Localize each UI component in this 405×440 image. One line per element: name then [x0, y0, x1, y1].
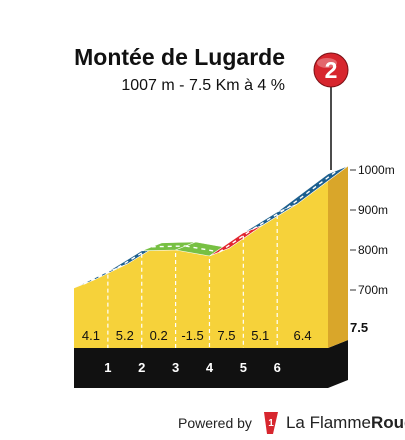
road-segment-7: [277, 165, 349, 213]
km-label-6: 6: [274, 360, 281, 375]
profile-front-face: [74, 174, 328, 348]
category-badge-shine: [317, 58, 337, 68]
chart-subtitle: 1007 m - 7.5 Km à 4 %: [121, 77, 285, 94]
road-centerline-7: [286, 169, 339, 209]
chart-title: Montée de Lugarde: [74, 44, 285, 70]
brand-name-part2: Rouge: [370, 413, 405, 432]
powered-by-text: Powered by: [178, 415, 252, 431]
brand-name: La FlammeRouge: [286, 413, 405, 433]
flame-logo-icon: 1: [263, 412, 278, 434]
gradient-label-2: 5.2: [116, 328, 134, 343]
road-centerline-1: [83, 266, 119, 285]
profile-right-side: [328, 166, 348, 348]
gradient-label-4: -1.5: [181, 328, 203, 343]
total-distance-label: 7.5: [350, 320, 368, 335]
km-label-4: 4: [206, 360, 214, 375]
profile-base-block: [74, 340, 348, 388]
category-badge-number: 2: [325, 57, 338, 83]
svg-text:1: 1: [268, 418, 274, 429]
gradient-label-5: 7.5: [217, 328, 235, 343]
y-tick-label-0: 700m: [358, 283, 388, 297]
road-centerline-3: [151, 245, 186, 248]
gradient-label-7: 6.4: [294, 328, 312, 343]
km-label-5: 5: [240, 360, 247, 375]
y-tick-label-2: 900m: [358, 203, 388, 217]
km-label-2: 2: [138, 360, 145, 375]
footer-credit: Powered by 1 La FlammeRouge: [178, 410, 405, 436]
category-badge-circle: [313, 52, 349, 88]
y-tick-label-3: 1000m: [358, 163, 395, 177]
brand-name-part1: La Flamme: [285, 413, 371, 432]
road-centerline-6: [252, 207, 288, 230]
km-label-1: 1: [104, 360, 111, 375]
gradient-label-3: 0.2: [150, 328, 168, 343]
y-tick-label-1: 800m: [358, 243, 388, 257]
road-centerline-5: [219, 228, 254, 253]
road-centerline-4: [185, 245, 220, 253]
km-label-3: 3: [172, 360, 179, 375]
gradient-label-6: 5.1: [251, 328, 269, 343]
gradient-label-1: 4.1: [82, 328, 100, 343]
